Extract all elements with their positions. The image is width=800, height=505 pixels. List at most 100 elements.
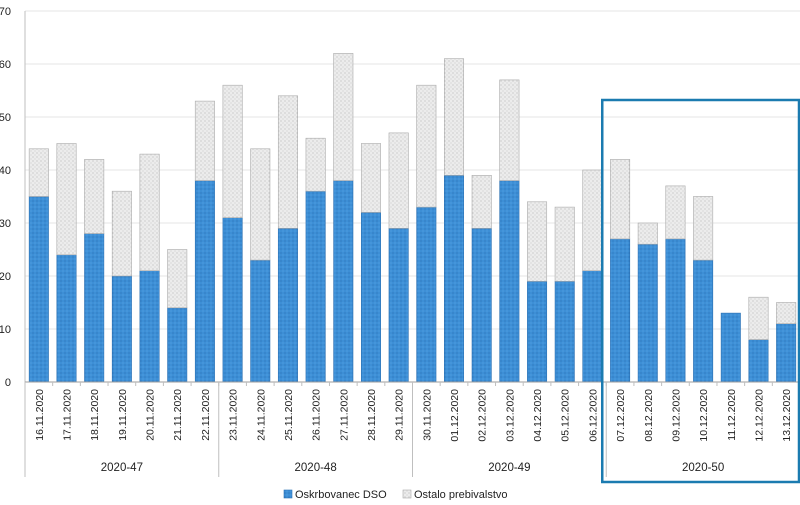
legend-swatch bbox=[283, 489, 293, 499]
x-tick-label: 07.12.2020 bbox=[615, 389, 627, 442]
y-tick-label: 0 bbox=[5, 377, 11, 389]
bar-ostalo-prebivalstvo bbox=[250, 148, 271, 261]
x-tick-label: 26.11.2020 bbox=[311, 389, 323, 441]
bar-ostalo-prebivalstvo bbox=[277, 95, 298, 229]
bar-ostalo-prebivalstvo bbox=[471, 175, 492, 229]
x-tick-label: 10.12.2020 bbox=[698, 389, 710, 442]
week-group-label: 2020-50 bbox=[682, 462, 724, 474]
x-tick-label: 08.12.2020 bbox=[643, 389, 655, 442]
bar-ostalo-prebivalstvo bbox=[333, 53, 354, 181]
bar-ostalo-prebivalstvo bbox=[554, 206, 575, 282]
x-tick-label: 05.12.2020 bbox=[560, 389, 572, 442]
y-tick-label: 20 bbox=[0, 271, 11, 283]
x-tick-label: 27.11.2020 bbox=[338, 389, 350, 441]
bar-oskrbovanec-dso bbox=[554, 280, 575, 383]
y-tick-label: 10 bbox=[0, 324, 11, 336]
x-tick-label: 12.12.2020 bbox=[753, 389, 765, 442]
bar-oskrbovanec-dso bbox=[305, 190, 326, 383]
x-tick-label: 17.11.2020 bbox=[62, 389, 74, 441]
bar-oskrbovanec-dso bbox=[194, 180, 215, 383]
bar-ostalo-prebivalstvo bbox=[84, 159, 105, 234]
bar-ostalo-prebivalstvo bbox=[222, 84, 243, 218]
x-tick-label: 01.12.2020 bbox=[449, 389, 461, 442]
highlight-rectangle bbox=[601, 98, 800, 484]
bar-oskrbovanec-dso bbox=[277, 228, 298, 383]
legend: Oskrbovanec DSO Ostalo prebivalstvo bbox=[283, 489, 508, 501]
bar-oskrbovanec-dso bbox=[720, 312, 741, 383]
bar-ostalo-prebivalstvo bbox=[499, 79, 520, 181]
bar-oskrbovanec-dso bbox=[250, 259, 271, 383]
x-tick-label: 30.11.2020 bbox=[421, 389, 433, 441]
legend-label: Ostalo prebivalstvo bbox=[414, 489, 508, 500]
bar-ostalo-prebivalstvo bbox=[111, 190, 132, 277]
bar-oskrbovanec-dso bbox=[416, 206, 437, 383]
bar-ostalo-prebivalstvo bbox=[194, 100, 215, 181]
bar-ostalo-prebivalstvo bbox=[360, 143, 381, 213]
bar-oskrbovanec-dso bbox=[610, 238, 631, 383]
bar-oskrbovanec-dso bbox=[582, 270, 603, 383]
x-tick-label: 23.11.2020 bbox=[228, 389, 240, 441]
legend-label: Oskrbovanec DSO bbox=[295, 489, 387, 500]
x-tick-label: 03.12.2020 bbox=[504, 389, 516, 442]
x-tick-label: 18.11.2020 bbox=[89, 389, 101, 441]
bar-oskrbovanec-dso bbox=[444, 175, 465, 383]
y-tick-label: 70 bbox=[0, 6, 11, 18]
bar-ostalo-prebivalstvo bbox=[527, 201, 548, 282]
bar-oskrbovanec-dso bbox=[471, 228, 492, 383]
bar-oskrbovanec-dso bbox=[333, 180, 354, 383]
bar-ostalo-prebivalstvo bbox=[167, 249, 188, 309]
bar-oskrbovanec-dso bbox=[637, 243, 658, 383]
week-group-label: 2020-47 bbox=[101, 462, 143, 474]
y-tick-label: 50 bbox=[0, 112, 11, 124]
x-tick-label: 06.12.2020 bbox=[587, 389, 599, 442]
week-group-labels: 2020-47 2020-48 2020-49 2020-50 bbox=[24, 382, 724, 477]
bar-oskrbovanec-dso bbox=[499, 180, 520, 383]
bar-oskrbovanec-dso bbox=[167, 307, 188, 383]
x-tick-label: 24.11.2020 bbox=[255, 389, 267, 441]
legend-swatch bbox=[402, 489, 412, 499]
bar-oskrbovanec-dso bbox=[139, 270, 160, 383]
x-tick-label: 04.12.2020 bbox=[532, 389, 544, 442]
x-tick-label: 20.11.2020 bbox=[145, 389, 157, 441]
bar-oskrbovanec-dso bbox=[776, 323, 797, 383]
bar-ostalo-prebivalstvo bbox=[665, 185, 686, 240]
x-tick-labels: 16.11.2020 17.11.2020 18.11.2020 19.11.2020… bbox=[34, 389, 793, 442]
bar-ostalo-prebivalstvo bbox=[28, 148, 49, 197]
x-tick-label: 09.12.2020 bbox=[670, 389, 682, 442]
y-tick-label: 60 bbox=[0, 59, 11, 71]
bar-ostalo-prebivalstvo bbox=[139, 153, 160, 272]
bar-oskrbovanec-dso bbox=[665, 238, 686, 383]
bars bbox=[28, 53, 797, 383]
bar-ostalo-prebivalstvo bbox=[444, 58, 465, 176]
x-tick-label: 21.11.2020 bbox=[172, 389, 184, 441]
x-tick-label: 13.12.2020 bbox=[781, 389, 793, 442]
x-tick-label: 25.11.2020 bbox=[283, 389, 295, 441]
bar-ostalo-prebivalstvo bbox=[748, 296, 769, 340]
x-tick-label: 02.12.2020 bbox=[477, 389, 489, 442]
bar-oskrbovanec-dso bbox=[84, 233, 105, 383]
bar-ostalo-prebivalstvo bbox=[582, 169, 603, 271]
bar-ostalo-prebivalstvo bbox=[610, 159, 631, 240]
x-tick-label: 29.11.2020 bbox=[394, 389, 406, 441]
week-group-label: 2020-48 bbox=[295, 462, 337, 474]
x-tick-label: 16.11.2020 bbox=[34, 389, 46, 441]
bar-oskrbovanec-dso bbox=[222, 217, 243, 383]
bar-oskrbovanec-dso bbox=[360, 212, 381, 383]
y-tick-label: 40 bbox=[0, 165, 11, 177]
x-tick-label: 11.12.2020 bbox=[726, 389, 738, 441]
bar-oskrbovanec-dso bbox=[527, 280, 548, 383]
bar-ostalo-prebivalstvo bbox=[776, 302, 797, 325]
week-group-label: 2020-49 bbox=[488, 462, 530, 474]
bar-oskrbovanec-dso bbox=[388, 228, 409, 383]
highlight-box bbox=[601, 98, 800, 484]
bar-ostalo-prebivalstvo bbox=[416, 84, 437, 208]
x-tick-label: 22.11.2020 bbox=[200, 389, 212, 441]
bar-ostalo-prebivalstvo bbox=[305, 137, 326, 192]
bar-oskrbovanec-dso bbox=[748, 339, 769, 383]
bar-ostalo-prebivalstvo bbox=[388, 132, 409, 229]
bar-oskrbovanec-dso bbox=[28, 196, 49, 383]
y-tick-label: 30 bbox=[0, 218, 11, 230]
bar-ostalo-prebivalstvo bbox=[693, 196, 714, 261]
